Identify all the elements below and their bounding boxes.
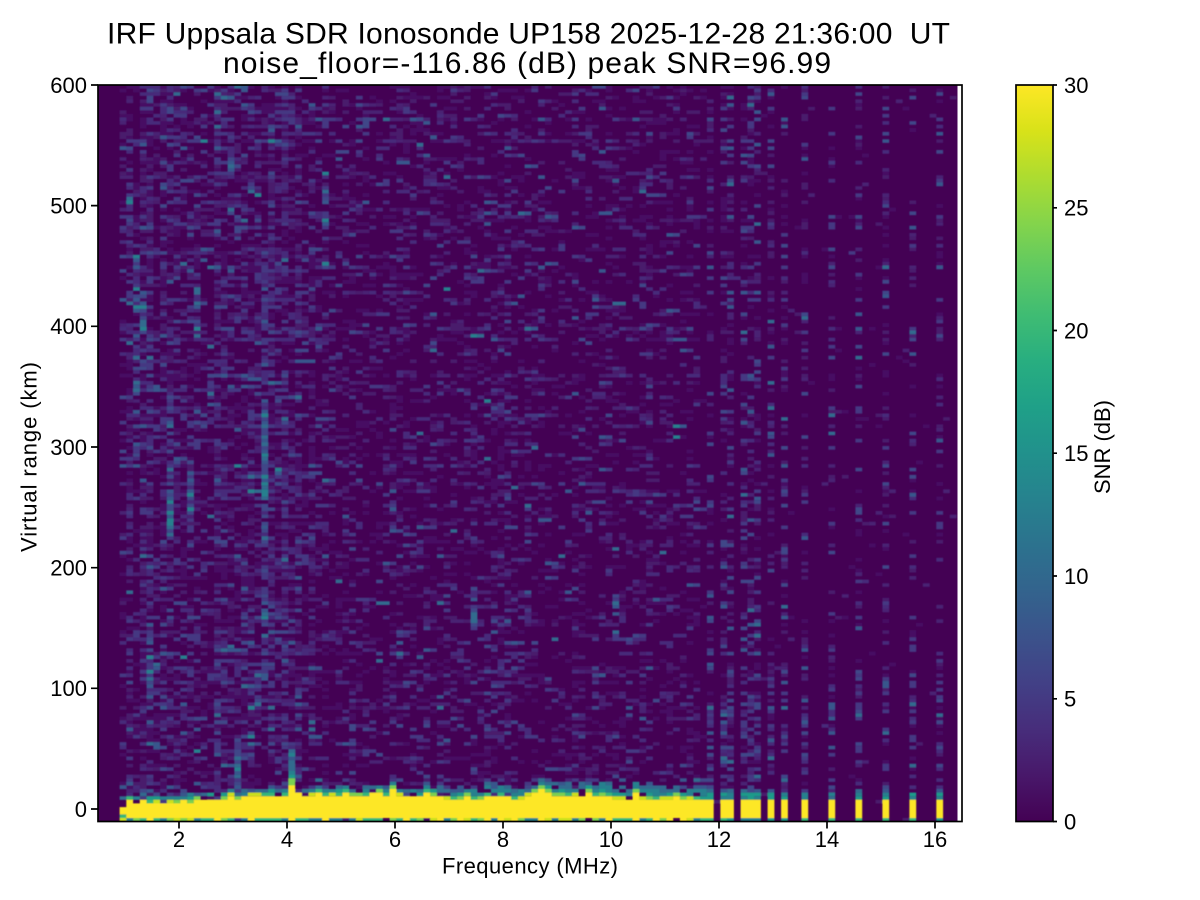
svg-text:10: 10 xyxy=(599,827,623,852)
svg-text:SNR (dB): SNR (dB) xyxy=(1090,400,1115,494)
svg-text:300: 300 xyxy=(50,435,87,460)
svg-text:2: 2 xyxy=(173,827,185,852)
svg-text:IRF Uppsala SDR Ionosonde UP15: IRF Uppsala SDR Ionosonde UP158 2025-12-… xyxy=(107,18,950,51)
svg-text:Virtual range (km): Virtual range (km) xyxy=(17,362,42,552)
svg-text:20: 20 xyxy=(1064,318,1088,343)
svg-text:10: 10 xyxy=(1064,564,1088,589)
svg-text:15: 15 xyxy=(1064,441,1088,466)
svg-text:500: 500 xyxy=(50,193,87,218)
svg-text:0: 0 xyxy=(75,797,87,822)
svg-text:4: 4 xyxy=(281,827,293,852)
svg-text:16: 16 xyxy=(923,827,947,852)
svg-text:8: 8 xyxy=(497,827,509,852)
svg-text:6: 6 xyxy=(389,827,401,852)
svg-text:400: 400 xyxy=(50,314,87,339)
svg-text:25: 25 xyxy=(1064,196,1088,221)
svg-text:Frequency (MHz): Frequency (MHz) xyxy=(442,853,618,878)
svg-text:30: 30 xyxy=(1064,73,1088,98)
svg-text:14: 14 xyxy=(815,827,839,852)
svg-text:200: 200 xyxy=(50,556,87,581)
svg-text:600: 600 xyxy=(50,73,87,98)
svg-text:5: 5 xyxy=(1064,687,1076,712)
svg-text:12: 12 xyxy=(707,827,731,852)
svg-text:0: 0 xyxy=(1064,809,1076,834)
svg-text:100: 100 xyxy=(50,676,87,701)
